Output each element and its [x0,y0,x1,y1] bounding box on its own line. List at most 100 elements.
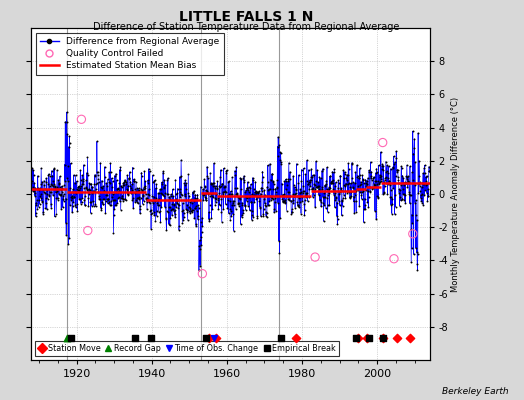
Point [61,178,69,184]
Point [342,175,351,181]
Point [174,227,183,233]
Point [316,188,324,194]
Point [187,196,195,202]
Point [75,184,84,191]
Point [358,172,367,178]
Point [274,200,282,206]
Point [70,172,78,178]
Point [388,196,396,202]
Point [357,196,366,202]
Point [364,194,373,200]
Point [335,188,344,195]
Point [307,166,315,172]
Point [235,203,244,210]
Point [121,196,129,202]
Point [310,181,319,188]
Point [374,195,382,202]
Point [346,193,354,200]
Point [354,175,363,182]
Point [205,335,213,342]
Point [139,192,147,198]
Point [272,208,280,214]
Point [421,170,429,177]
Point [370,182,379,188]
Point [34,185,42,191]
Point [113,200,122,206]
Point [79,178,87,184]
Point [341,171,349,178]
Point [192,203,201,209]
Point [252,189,260,196]
Point [174,200,182,207]
Point [405,190,413,197]
Point [29,172,38,178]
Point [78,172,86,178]
Point [392,335,401,342]
Point [210,335,218,342]
Point [163,190,171,197]
Point [148,198,156,204]
Point [336,173,345,179]
Point [296,186,304,192]
Point [90,187,98,194]
Point [37,165,46,171]
Point [125,175,133,181]
Point [207,180,215,186]
Point [28,184,37,190]
Point [83,170,91,176]
Point [195,246,204,252]
Point [147,210,156,216]
Point [358,176,367,182]
Point [92,180,101,186]
Point [231,168,239,174]
Point [66,140,74,146]
Point [239,176,248,183]
Point [336,186,345,193]
Point [307,174,315,180]
Point [283,182,291,188]
Point [357,179,365,185]
Point [40,182,48,188]
Point [137,194,145,201]
Point [94,179,103,186]
Point [293,202,302,208]
Point [142,196,150,202]
Point [209,194,217,200]
Point [398,196,406,203]
Point [117,195,125,201]
Point [386,182,394,188]
Point [230,227,238,234]
Point [100,188,108,194]
Point [160,177,169,183]
Point [369,174,377,181]
Point [110,197,118,204]
Point [56,191,64,198]
Point [385,178,393,184]
Point [46,183,54,190]
Point [173,190,181,196]
Point [397,164,406,171]
Point [358,188,366,195]
Point [190,194,199,201]
Point [378,139,387,146]
Point [55,191,63,197]
Point [397,163,406,170]
Point [135,196,144,202]
Point [400,197,409,203]
Point [282,178,290,184]
Point [42,175,50,181]
Point [47,200,55,207]
Point [84,172,92,178]
Point [226,206,234,213]
Point [379,190,388,196]
Point [248,174,257,181]
Point [224,210,233,216]
Point [87,180,95,187]
Point [309,194,317,200]
Point [345,180,353,186]
Point [333,200,341,206]
Point [174,202,183,208]
Point [86,210,95,216]
Point [219,190,227,197]
Point [350,198,358,204]
